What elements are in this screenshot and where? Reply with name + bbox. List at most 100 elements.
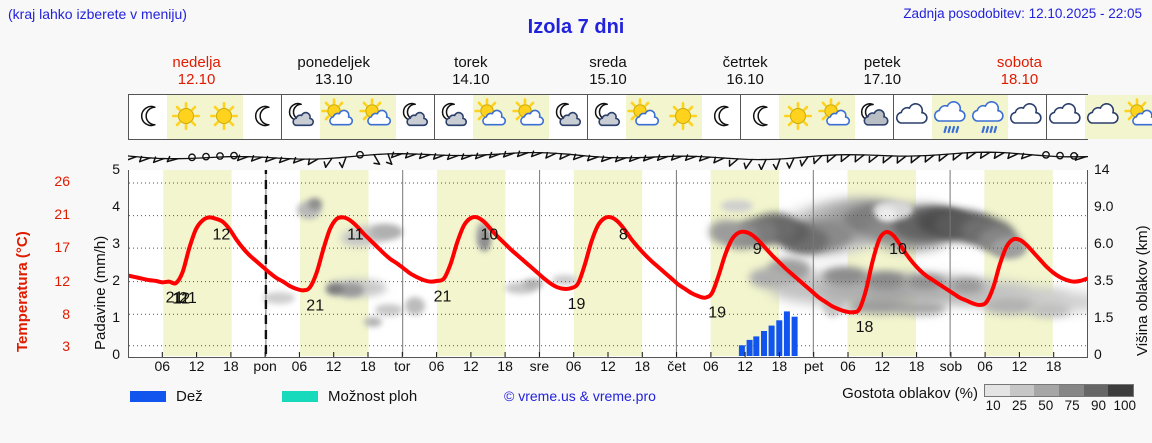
x-tick-23: 18: [908, 358, 925, 374]
x-tick-12: sre: [529, 358, 550, 374]
copyright-link[interactable]: © vreme.us & vreme.pro: [504, 388, 656, 404]
day-name: ponedeljek: [297, 54, 370, 71]
x-tick-20: pet: [803, 358, 824, 374]
legend-item-shower: Možnost ploh: [282, 388, 417, 405]
x-tick-8: tor: [394, 358, 411, 374]
day-name: četrtek: [722, 54, 768, 71]
partly-cloudy-night-icon: [396, 95, 434, 139]
last-update-text: Zadnja posodobitev: 12.10.2025 - 22:05: [903, 6, 1142, 21]
icon-day-block-2: [282, 95, 435, 139]
cloud-height-axis-title: Višina oblakov (km): [1134, 225, 1151, 356]
partly-cloudy-night-icon: [282, 95, 320, 139]
svg-text:12: 12: [172, 291, 190, 308]
icon-day-block-5: [741, 95, 894, 139]
clear-night-icon: [741, 95, 779, 139]
x-tick-13: 06: [565, 358, 582, 374]
temperature-tick-6: 3: [62, 337, 70, 354]
day-date: 12.10: [177, 71, 216, 88]
cloud-density-step-1: [985, 385, 1010, 396]
temperature-tick-5: 8: [62, 305, 70, 322]
x-tick-17: 06: [703, 358, 719, 374]
cloudy-icon: [1008, 95, 1046, 139]
rain-icon: [932, 95, 970, 139]
partly-sunny-icon: [511, 95, 549, 139]
rain-icon: [970, 95, 1008, 139]
day-name: torek: [454, 54, 488, 71]
meteogram-plot: 12 21 11 21 12 21 11 21 10 19 8 19 9 18 10: [128, 170, 1088, 358]
cloudy-icon: [1047, 95, 1085, 139]
x-tick-9: 06: [428, 358, 445, 374]
sunny-icon: [167, 95, 205, 139]
day-name: sreda: [589, 54, 627, 71]
svg-text:18: 18: [856, 319, 874, 336]
partly-sunny-icon: [320, 95, 358, 139]
day-date: 14.10: [452, 71, 490, 88]
cloud-density-label-2: 25: [1011, 398, 1027, 413]
temperature-axis-title: Temperatura (°C): [14, 231, 31, 352]
svg-text:11: 11: [347, 226, 364, 243]
day-date: 18.10: [1000, 71, 1039, 88]
legend-item-rain: Dež: [130, 388, 203, 405]
svg-text:19: 19: [568, 296, 586, 313]
x-tick-3: 18: [223, 358, 239, 374]
precipitation-tick-3: 3: [112, 234, 120, 251]
day-date: 15.10: [589, 71, 627, 88]
precipitation-axis-title: Padavine (mm/h): [92, 235, 109, 350]
x-tick-22: 12: [874, 358, 891, 374]
x-tick-5: 06: [291, 358, 308, 374]
wind-barb-strip: [124, 140, 1089, 171]
chart-legend: Dež Možnost ploh © vreme.us & vreme.pro …: [130, 384, 1140, 426]
weather-icon-strip: [128, 94, 1152, 140]
rain-color-swatch: [130, 391, 166, 402]
cloud-density-step-4: [1059, 385, 1084, 396]
icon-day-block-1: [129, 95, 282, 139]
partly-cloudy-night-icon: [588, 95, 626, 139]
page-title: Izola 7 dni: [527, 16, 625, 38]
x-tick-26: 12: [1011, 358, 1028, 374]
x-tick-16: čet: [667, 358, 686, 374]
day-header-4: sreda 15.10: [539, 54, 676, 90]
cloud-density-label-6: 100: [1113, 398, 1137, 413]
temperature-tick-3: 17: [54, 238, 70, 255]
x-tick-10: 12: [463, 358, 479, 374]
day-header-6: petek 17.10: [814, 54, 951, 90]
partly-sunny-icon: [1123, 95, 1152, 139]
cloud-height-tick-3: 6.0: [1094, 234, 1114, 251]
x-tick-15: 18: [634, 358, 651, 374]
x-tick-21: 06: [840, 358, 856, 374]
cloud-density-step-6: [1108, 385, 1134, 396]
precipitation-tick-2: 4: [112, 197, 120, 214]
x-tick-1: 06: [154, 358, 171, 374]
cloud-density-label-1: 10: [985, 398, 1001, 413]
partly-sunny-icon: [626, 95, 664, 139]
cloudy-icon: [894, 95, 932, 139]
day-date: 16.10: [726, 71, 764, 88]
partly-sunny-icon: [473, 95, 511, 139]
x-tick-25: 06: [977, 358, 993, 374]
cloud-density-scale-labels: 10 25 50 75 90 100: [980, 398, 1138, 413]
x-tick-14: 12: [600, 358, 616, 374]
cloud-density-color-scale: [984, 384, 1134, 397]
temperature-tick-1: 26: [54, 173, 70, 190]
x-tick-24: sob: [939, 358, 963, 374]
cloudy-icon: [1085, 95, 1123, 139]
cloud-height-tick-1: 14: [1094, 161, 1110, 177]
partly-sunny-icon: [817, 95, 855, 139]
cloud-height-tick-4: 3.5: [1094, 271, 1114, 288]
cloud-density-step-2: [1009, 385, 1035, 396]
cloud-density-legend-title: Gostota oblakov (%): [842, 385, 978, 402]
x-tick-2: 12: [188, 358, 205, 374]
svg-text:11: 11: [173, 291, 190, 308]
cloud-density-step-3: [1034, 385, 1060, 396]
x-tick-6: 12: [325, 358, 342, 374]
svg-text:21: 21: [166, 289, 184, 306]
cloud-height-tick-6: 0: [1094, 345, 1102, 362]
day-date: 17.10: [863, 71, 902, 88]
temperature-tick-4: 12: [54, 272, 70, 289]
precipitation-tick-1: 5: [112, 161, 120, 177]
day-header-7: sobota 18.10: [951, 54, 1088, 90]
menu-hint-text: (kraj lahko izberete v meniju): [8, 6, 187, 22]
svg-text:9: 9: [753, 241, 762, 258]
clear-night-icon: [129, 95, 167, 139]
sunny-icon: [779, 95, 817, 139]
